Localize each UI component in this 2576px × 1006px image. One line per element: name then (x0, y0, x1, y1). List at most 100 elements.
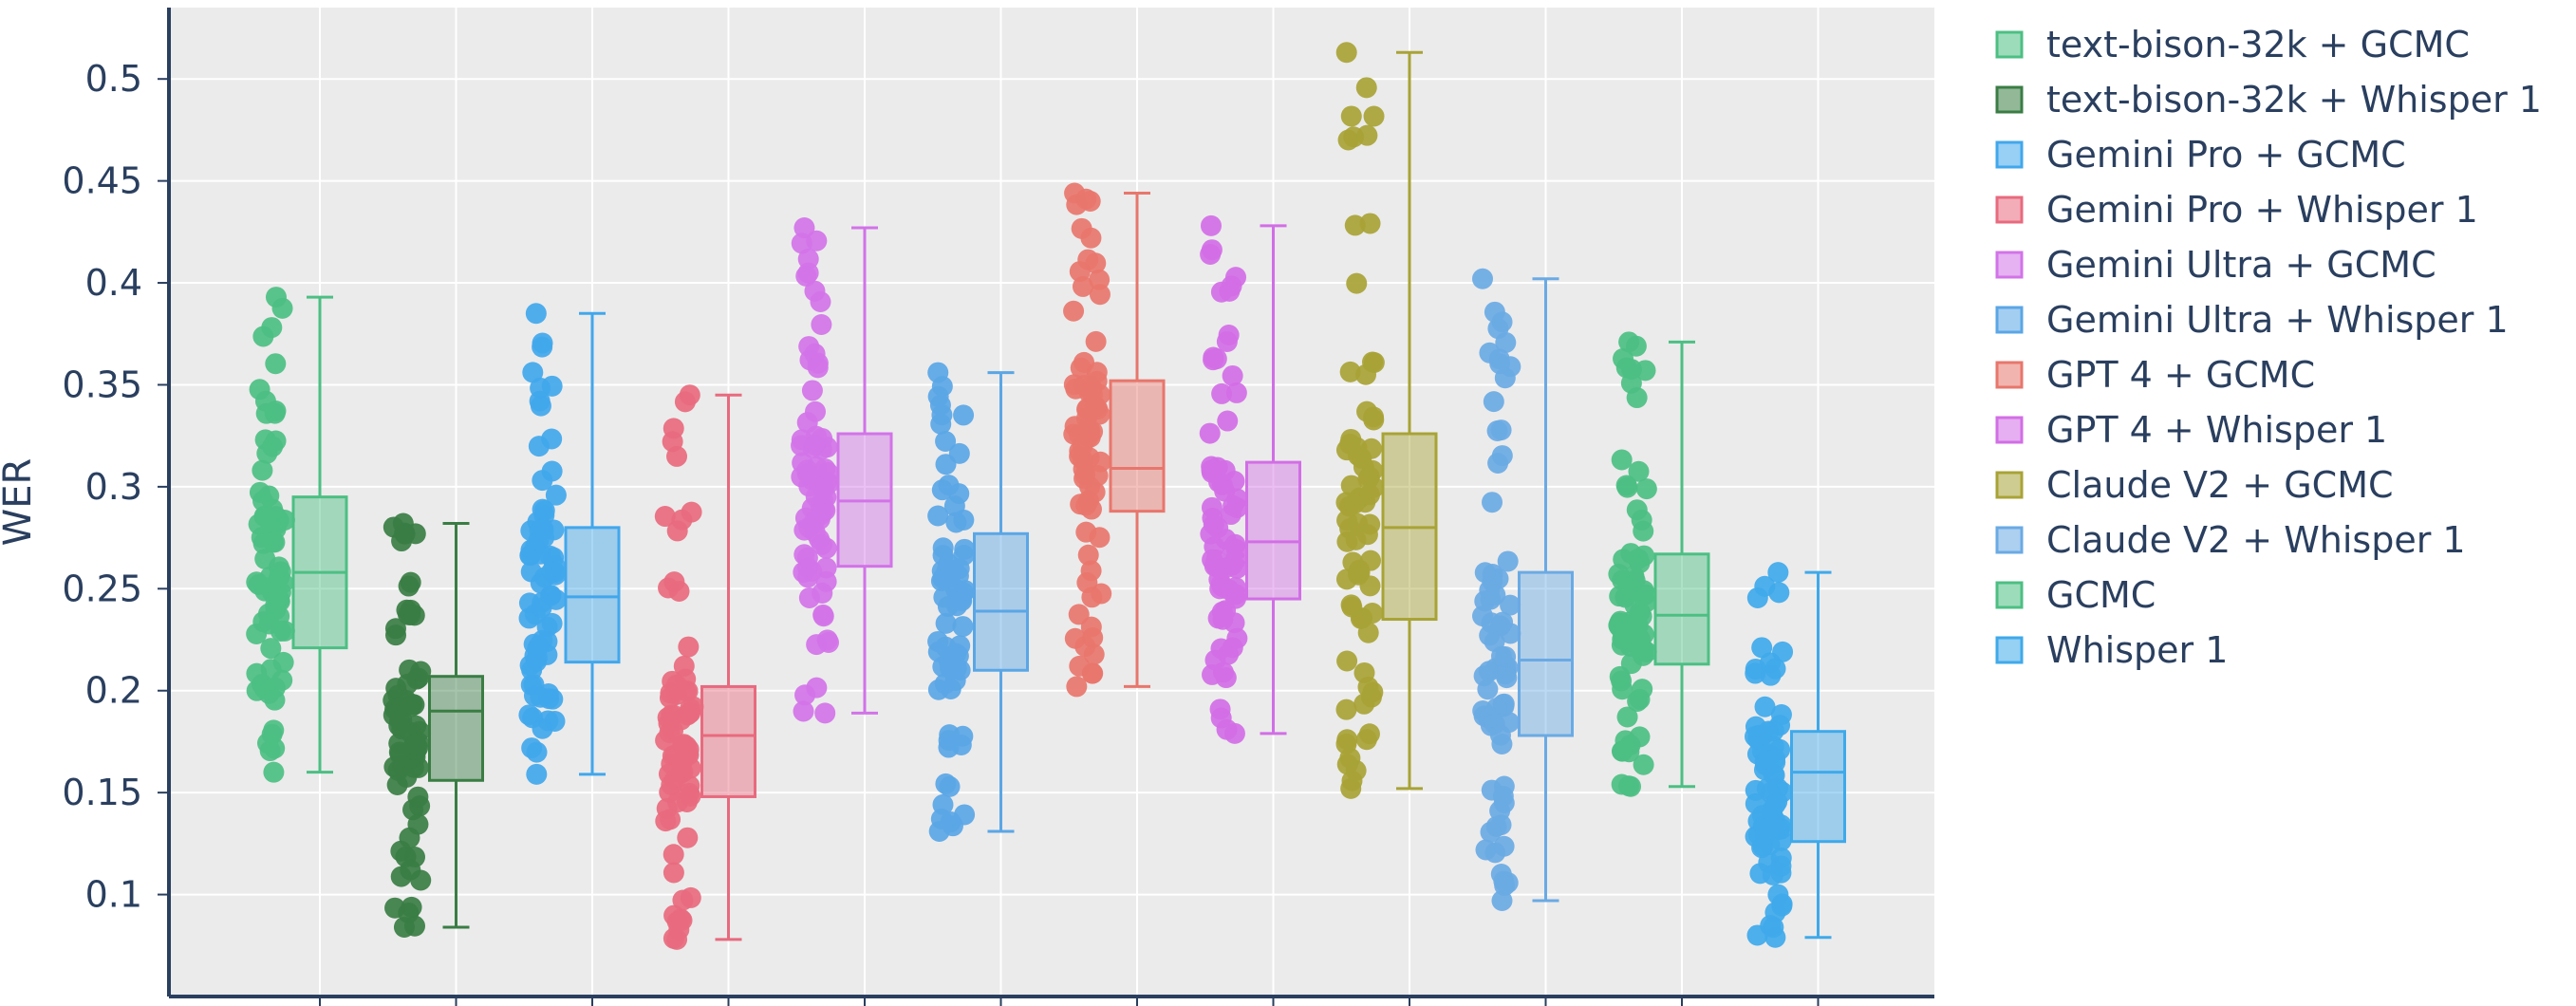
iqr-box (1109, 379, 1166, 513)
legend-swatch (1995, 251, 2024, 279)
data-point (939, 650, 961, 672)
data-point (810, 291, 831, 313)
data-point (1360, 438, 1382, 459)
data-point (663, 862, 684, 884)
data-point (271, 669, 293, 691)
data-point (1209, 578, 1231, 600)
data-point (1361, 603, 1383, 624)
data-point (1489, 724, 1511, 746)
legend-label: Gemini Pro + Whisper 1 (2046, 189, 2478, 231)
data-point (1202, 549, 1223, 570)
data-point (249, 379, 271, 401)
data-point (1216, 330, 1238, 352)
data-point (543, 519, 565, 541)
data-point (1205, 348, 1227, 370)
data-point (797, 262, 819, 284)
legend-swatch (1995, 526, 2024, 554)
data-point (1363, 105, 1385, 127)
x-axis-ticks (319, 997, 1820, 1006)
data-point (1611, 449, 1633, 471)
data-point (798, 336, 820, 358)
y-tick-label: 0.1 (85, 874, 142, 916)
data-point (1077, 544, 1099, 566)
data-point (533, 499, 555, 521)
data-point (254, 548, 276, 569)
data-point (927, 505, 949, 527)
data-point (1769, 738, 1791, 760)
data-point (1072, 449, 1093, 471)
data-point (1772, 641, 1794, 662)
data-point (938, 736, 960, 758)
data-point (661, 773, 682, 795)
data-point (945, 512, 967, 533)
legend-item: text-bison-32k + GCMC (1995, 24, 2470, 65)
legend-label: GPT 4 + Whisper 1 (2046, 409, 2387, 451)
legend-swatch (1995, 85, 2024, 114)
data-point (1363, 409, 1385, 431)
data-point (1225, 382, 1247, 403)
legend-item: Gemini Pro + Whisper 1 (1995, 189, 2478, 231)
data-point (666, 520, 688, 542)
data-point (1217, 410, 1239, 432)
data-point (668, 580, 690, 602)
y-axis-ticks: 0.1 0.15 0.2 0.25 0.3 0.35 0.4 0.45 0.5 (62, 58, 169, 916)
data-point (943, 495, 965, 517)
data-point (1608, 563, 1630, 585)
data-point (545, 484, 567, 506)
data-point (1769, 715, 1791, 736)
data-point (1201, 496, 1223, 518)
data-point (681, 501, 702, 523)
data-point (536, 643, 558, 665)
data-point (1336, 650, 1358, 672)
data-point (1631, 605, 1652, 627)
data-point (1211, 382, 1233, 404)
data-point (265, 599, 287, 621)
iqr-box (564, 526, 621, 664)
data-point (273, 510, 295, 531)
data-point (533, 567, 555, 588)
box-series (246, 287, 348, 783)
data-point (793, 700, 814, 722)
data-point (927, 630, 949, 652)
data-point (1073, 351, 1095, 373)
data-point (931, 479, 953, 501)
data-point (259, 576, 281, 598)
data-point (939, 775, 961, 797)
data-point (1631, 509, 1652, 531)
data-point (541, 375, 563, 397)
legend-swatch (1995, 306, 2024, 334)
data-point (1339, 518, 1361, 540)
legend-item: GPT 4 + GCMC (1995, 354, 2315, 396)
data-point (1745, 658, 1766, 680)
data-point (1609, 616, 1631, 638)
iqr-box (1790, 730, 1846, 844)
data-point (1480, 821, 1502, 843)
data-point (526, 741, 548, 763)
legend-item: Claude V2 + GCMC (1995, 464, 2394, 506)
data-point (1635, 478, 1657, 500)
data-point (1633, 754, 1654, 775)
data-point (403, 734, 425, 755)
data-point (1355, 363, 1377, 385)
data-point (270, 620, 291, 642)
data-point (1073, 375, 1095, 397)
data-point (1492, 785, 1514, 807)
data-point (1226, 557, 1248, 579)
data-point (663, 704, 684, 726)
data-point (672, 735, 694, 756)
data-point (1627, 690, 1649, 712)
legend-item: GCMC (1995, 574, 2156, 616)
data-point (246, 662, 268, 684)
data-point (1616, 706, 1638, 728)
data-point (1474, 562, 1496, 584)
data-point (1483, 391, 1504, 413)
data-point (525, 303, 547, 325)
data-point (1200, 523, 1222, 545)
data-point (1472, 268, 1494, 289)
box-series (1063, 182, 1166, 698)
data-point (246, 623, 268, 644)
data-point (1751, 637, 1773, 659)
data-point (1200, 243, 1222, 265)
legend-label: GCMC (2046, 574, 2156, 616)
data-point (252, 459, 273, 481)
